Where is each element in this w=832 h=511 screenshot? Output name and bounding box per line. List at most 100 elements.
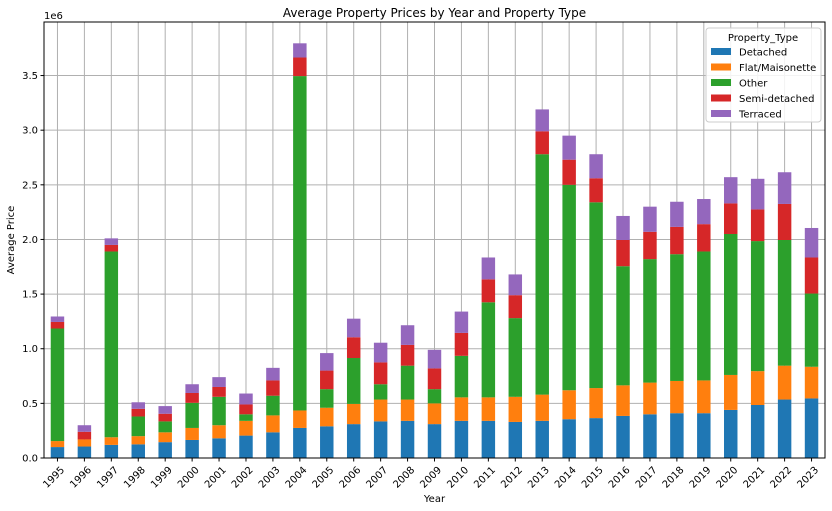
bar-terraced-1998 — [131, 402, 145, 409]
bar-terraced-2009 — [427, 349, 442, 369]
bar-terraced-2011 — [481, 257, 496, 280]
bar-detached-2000 — [185, 439, 199, 458]
bar-other-2019 — [697, 251, 711, 381]
bar-terraced-2016 — [616, 215, 630, 240]
bar-semi-detached-2017 — [643, 231, 657, 260]
bar-detached-1997 — [104, 444, 119, 458]
bar-semi-detached-2008 — [400, 344, 415, 366]
bar-terraced-2020 — [724, 177, 738, 204]
bar-semi-detached-2002 — [239, 404, 253, 415]
bar-semi-detached-2014 — [562, 159, 576, 185]
bar-terraced-2019 — [697, 199, 711, 225]
legend-swatch — [711, 63, 731, 71]
bar-flat-maisonette-2009 — [427, 403, 442, 425]
bar-terraced-1995 — [50, 316, 65, 322]
bar-other-2020 — [724, 233, 738, 375]
bar-terraced-2012 — [508, 274, 523, 296]
legend-swatch — [711, 48, 731, 55]
bar-other-2017 — [643, 259, 657, 383]
bar-detached-1998 — [131, 444, 145, 458]
y-axis-title: Average Price — [6, 206, 17, 275]
bar-other-2007 — [373, 384, 388, 400]
bar-detached-2021 — [750, 405, 765, 458]
y-axis-scale-label: 1e6 — [44, 11, 63, 22]
bar-semi-detached-2015 — [589, 178, 603, 203]
bar-other-2016 — [616, 266, 630, 386]
bar-other-1999 — [158, 421, 172, 433]
legend-swatch — [711, 94, 731, 102]
y-tick-label: 2.5 — [22, 180, 38, 191]
bar-flat-maisonette-2019 — [697, 380, 711, 414]
bar-other-2018 — [670, 254, 684, 381]
bar-terraced-1997 — [104, 238, 119, 245]
bar-semi-detached-1998 — [131, 408, 145, 417]
y-tick-label: 1.5 — [22, 290, 38, 301]
bar-semi-detached-2005 — [320, 370, 334, 390]
bar-terraced-1996 — [77, 425, 92, 432]
bar-flat-maisonette-2011 — [481, 397, 496, 421]
bar-semi-detached-2011 — [481, 279, 496, 303]
y-tick-label: 1.0 — [22, 344, 38, 355]
y-tick-label: 0.5 — [22, 399, 38, 410]
bar-flat-maisonette-2003 — [266, 415, 280, 433]
legend-swatch — [711, 79, 731, 86]
bar-detached-2007 — [373, 421, 388, 458]
bar-flat-maisonette-1996 — [77, 439, 92, 447]
bar-semi-detached-1995 — [50, 321, 65, 329]
bar-terraced-2018 — [670, 201, 684, 227]
bar-semi-detached-1997 — [104, 244, 119, 252]
legend-label: Detached — [739, 48, 787, 59]
bar-terraced-2004 — [293, 43, 307, 58]
bar-semi-detached-1996 — [77, 431, 92, 440]
bar-flat-maisonette-2010 — [454, 397, 469, 421]
bar-terraced-2015 — [589, 154, 603, 179]
bar-other-2011 — [481, 302, 496, 398]
bar-flat-maisonette-2018 — [670, 380, 684, 414]
bar-detached-2018 — [670, 413, 684, 458]
bar-detached-2010 — [454, 420, 469, 458]
bar-flat-maisonette-2007 — [373, 399, 388, 422]
bar-detached-2001 — [212, 438, 226, 458]
bar-terraced-2013 — [535, 109, 549, 132]
bar-detached-2004 — [293, 427, 307, 458]
bar-other-2022 — [777, 240, 792, 366]
bar-semi-detached-2020 — [724, 203, 738, 234]
bar-detached-2003 — [266, 432, 280, 458]
bar-other-1998 — [131, 416, 145, 437]
y-tick-label: 2.0 — [22, 235, 38, 246]
bar-flat-maisonette-1997 — [104, 437, 119, 445]
bar-terraced-2007 — [373, 342, 388, 363]
bar-semi-detached-2010 — [454, 332, 469, 356]
bar-flat-maisonette-2004 — [293, 410, 307, 428]
x-axis-title: Year — [423, 494, 446, 505]
bar-other-2010 — [454, 355, 469, 398]
bar-detached-2005 — [320, 426, 334, 458]
y-tick-label: 3.5 — [22, 71, 38, 82]
bar-semi-detached-2012 — [508, 295, 523, 319]
bar-semi-detached-2000 — [185, 392, 199, 403]
bar-detached-1995 — [50, 447, 65, 458]
bar-terraced-2023 — [804, 227, 819, 258]
bar-semi-detached-2018 — [670, 226, 684, 255]
bar-detached-2006 — [346, 424, 361, 458]
bar-terraced-2001 — [212, 377, 226, 387]
bar-detached-2013 — [535, 420, 549, 458]
bar-semi-detached-2022 — [777, 203, 792, 240]
bar-other-2021 — [750, 241, 765, 372]
bar-terraced-2002 — [239, 393, 253, 405]
bar-detached-2008 — [400, 420, 415, 458]
bar-semi-detached-2006 — [346, 337, 361, 359]
bar-terraced-2010 — [454, 311, 469, 333]
bar-terraced-2021 — [750, 178, 765, 210]
legend-swatch — [711, 110, 731, 117]
bar-terraced-2017 — [643, 206, 657, 232]
bar-semi-detached-2001 — [212, 386, 226, 397]
bar-semi-detached-2016 — [616, 240, 630, 267]
bar-detached-2009 — [427, 424, 442, 458]
bar-semi-detached-2003 — [266, 380, 280, 396]
bar-other-2015 — [589, 202, 603, 389]
bar-terraced-2022 — [777, 172, 792, 204]
bar-detached-2014 — [562, 419, 576, 458]
bar-flat-maisonette-2022 — [777, 365, 792, 400]
bar-detached-2023 — [804, 398, 819, 458]
